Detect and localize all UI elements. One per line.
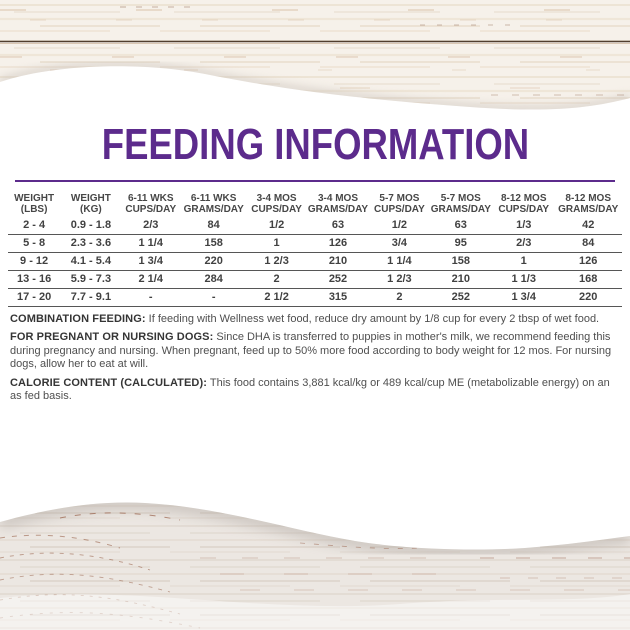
table-row: 13 - 16 5.9 - 7.3 2 1/4 284 2 252 1 2/3 210 1 1/… [8, 271, 622, 289]
table-cell: - [211, 291, 216, 303]
table-cell: 5.9 - 7.3 [70, 273, 112, 285]
column-header: 8-12 MOS GRAMS/DAY [558, 193, 619, 215]
page-title: FEEDING INFORMATION [101, 120, 529, 169]
table-row: 17 - 20 7.7 - 9.1 - - 2 1/2 315 2 252 1 3/4 220 [8, 289, 622, 307]
table-cell: 158 [451, 255, 470, 267]
column-header: 6-11 WKS GRAMS/DAY [183, 193, 244, 215]
table-row: 9 - 12 4.1 - 5.4 1 3/4 220 1 2/3 210 1 1/4 158 1… [8, 253, 622, 271]
table-cell: 220 [579, 291, 598, 303]
table-cell: 126 [328, 237, 348, 249]
table-cell: 1 2/3 [387, 273, 412, 285]
table-row: 2 - 4 0.9 - 1.8 2/3 84 1/2 63 1/2 63 1/3 42 [8, 217, 622, 235]
note-calorie-content: CALORIE CONTENT (CALCULATED): This food … [10, 377, 622, 404]
table-cell: 5 - 8 [23, 237, 46, 249]
table-cell: 84 [207, 219, 220, 231]
table-cell: 1/2 [391, 219, 408, 231]
table-cell: 2/3 [143, 219, 159, 231]
table-cell: 1 2/3 [264, 255, 289, 267]
table-row: 5 - 8 2.3 - 3.6 1 1/4 158 1 126 3/4 95 2/3 84 [8, 235, 622, 253]
column-header: 3-4 MOS CUPS/DAY [251, 193, 302, 215]
column-header: 5-7 MOS GRAMS/DAY [430, 193, 491, 215]
table-cell: 252 [328, 273, 348, 285]
table-cell: 42 [582, 219, 595, 231]
table-cell: 63 [454, 219, 467, 231]
table-cell: 17 - 20 [16, 291, 52, 303]
table-cell: 1 1/4 [387, 255, 412, 267]
table-cell: 13 - 16 [16, 273, 52, 285]
table-cell: 63 [331, 219, 345, 231]
table-cell: 0.9 - 1.8 [70, 219, 112, 231]
title-underline [15, 180, 615, 182]
table-cell: 2.3 - 3.6 [70, 237, 112, 249]
table-cell: 284 [204, 273, 223, 285]
table-cell: 1 1/4 [138, 237, 163, 249]
table-cell: 1 1/3 [511, 273, 536, 285]
column-header: 6-11 WKS CUPS/DAY [125, 193, 177, 215]
table-cell: 1 3/4 [511, 291, 536, 303]
table-cell: 168 [579, 273, 598, 285]
table-header-row: WEIGHT (LBS) WEIGHT (KG) 6-11 WKS CUPS/DAY 6-1… [8, 192, 622, 217]
column-header: WEIGHT (LBS) [14, 193, 55, 215]
feeding-table: WEIGHT (LBS) WEIGHT (KG) 6-11 WKS CUPS/DAY 6-1… [8, 192, 622, 307]
feeding-notes: COMBINATION FEEDING: If feeding with Wel… [10, 313, 622, 408]
table-cell: 2 [273, 273, 280, 285]
note-text: Since DHA is transferred to puppies in m… [10, 331, 612, 371]
table-cell: 2 1/2 [264, 291, 289, 303]
table-cell: 1 3/4 [138, 255, 163, 267]
table-cell: 2/3 [516, 237, 532, 249]
note-text: If feeding with Wellness wet food, reduc… [145, 313, 600, 325]
column-header: 3-4 MOS GRAMS/DAY [307, 193, 369, 215]
table-cell: 158 [204, 237, 223, 249]
table-cell: 1/2 [268, 219, 285, 231]
table-cell: 2 1/4 [138, 273, 163, 285]
column-header: 8-12 MOS CUPS/DAY [498, 193, 550, 215]
note-combination-feeding: COMBINATION FEEDING: If feeding with Wel… [10, 313, 622, 326]
table-cell: 3/4 [391, 237, 408, 249]
table-cell: 315 [328, 291, 348, 303]
table-cell: 2 [396, 291, 403, 303]
note-label: CALORIE CONTENT (CALCULATED): [10, 376, 208, 389]
table-cell: 1 [273, 237, 280, 249]
note-label: COMBINATION FEEDING: [10, 313, 146, 325]
table-cell: 95 [454, 237, 467, 249]
table-cell: 84 [582, 237, 595, 249]
table-cell: 2 - 4 [23, 219, 46, 231]
table-cell: 1 [520, 255, 527, 267]
table-cell: 7.7 - 9.1 [70, 291, 112, 303]
note-text: This food contains 3,881 kcal/kg or 489 … [10, 376, 610, 403]
table-cell: 1/3 [516, 219, 532, 231]
table-cell: 252 [451, 291, 470, 303]
top-wood-texture [0, 0, 630, 110]
bottom-wood-texture [0, 502, 630, 630]
table-cell: 220 [204, 255, 223, 267]
table-cell: 210 [328, 255, 348, 267]
table-cell: - [148, 291, 153, 303]
table-cell: 9 - 12 [20, 255, 49, 267]
table-cell: 210 [451, 273, 470, 285]
column-header: 5-7 MOS CUPS/DAY [374, 193, 425, 215]
note-label: FOR PREGNANT OR NURSING DOGS: [10, 331, 214, 344]
note-pregnant-nursing: FOR PREGNANT OR NURSING DOGS: Since DHA … [10, 331, 622, 371]
table-cell: 126 [579, 255, 598, 267]
table-cell: 4.1 - 5.4 [70, 255, 112, 267]
column-header: WEIGHT (KG) [70, 193, 111, 215]
